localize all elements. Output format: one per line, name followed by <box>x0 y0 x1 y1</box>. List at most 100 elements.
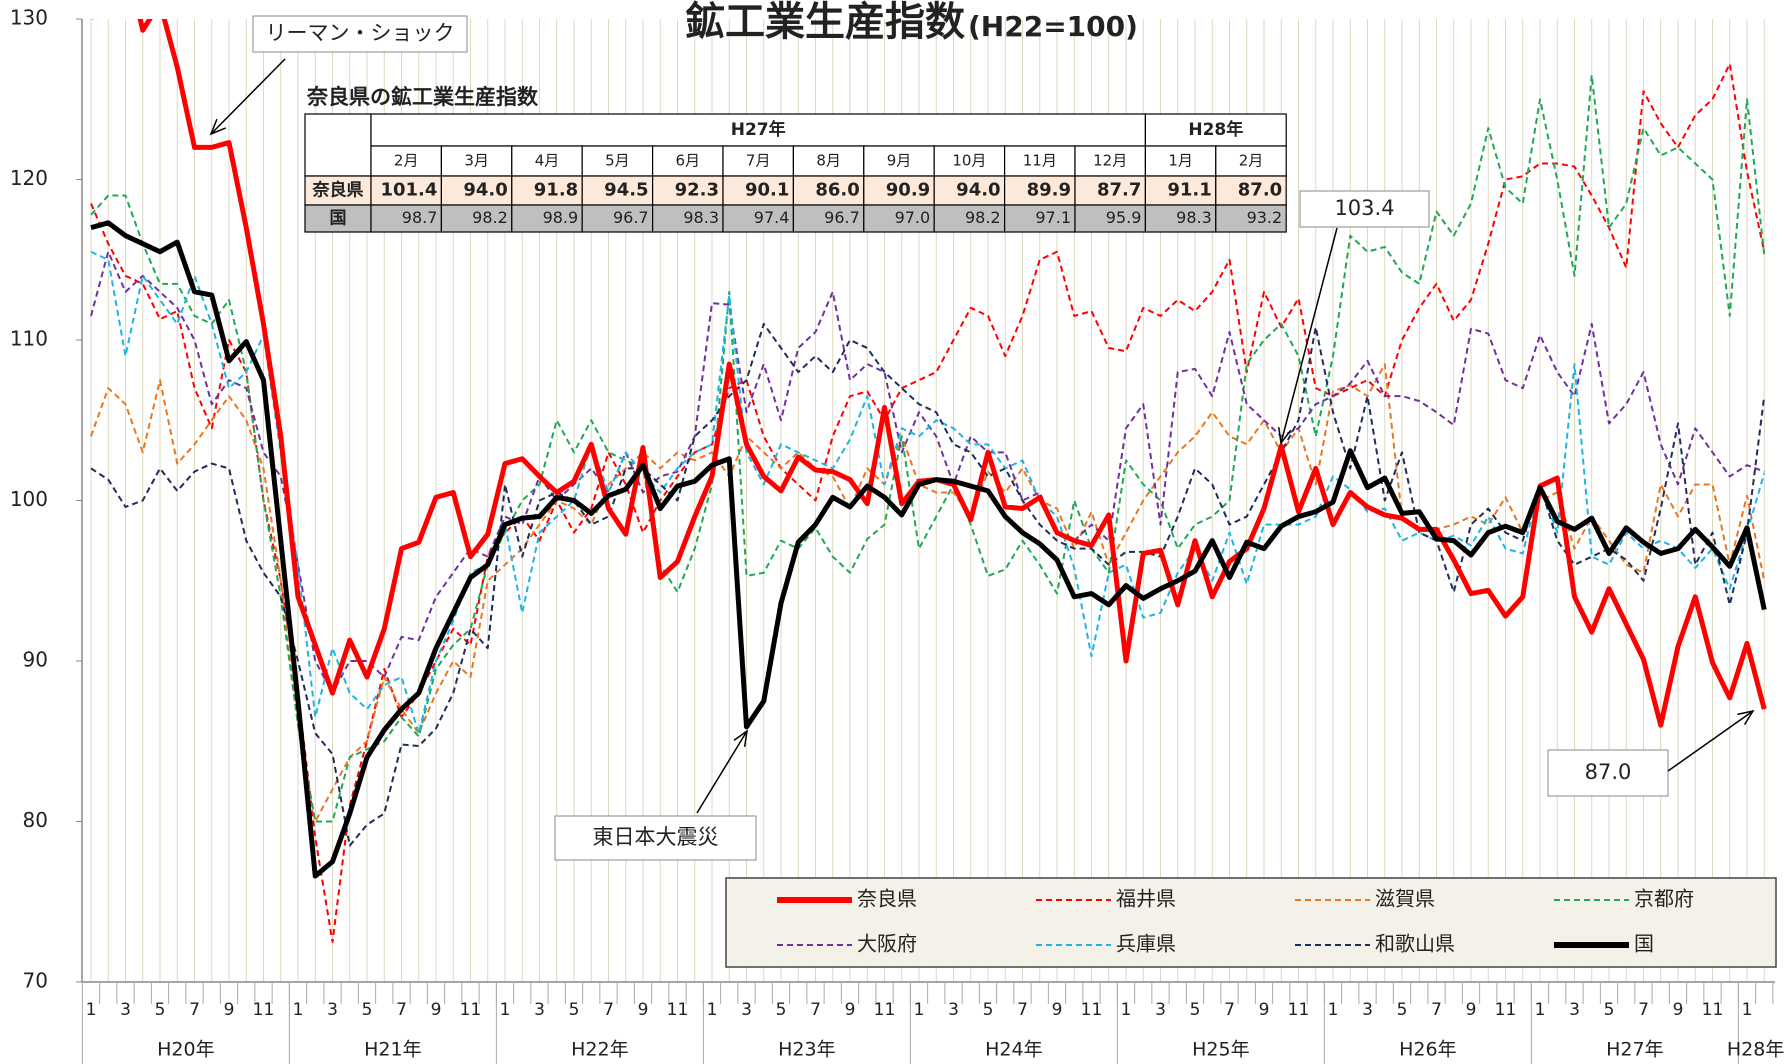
legend-label: 兵庫県 <box>1116 932 1176 956</box>
table-cell <box>1003 175 1076 206</box>
table-value: 91.8 <box>534 180 578 201</box>
x-tick-label: 11 <box>1495 1000 1517 1020</box>
annotation-arrow <box>1280 227 1338 444</box>
x-tick-label: 11 <box>874 1000 896 1020</box>
x-tick-label: 9 <box>1052 1000 1063 1020</box>
table-value: 94.0 <box>956 180 1000 201</box>
table-cell <box>511 145 583 177</box>
x-tick-label: 5 <box>983 1000 994 1020</box>
table-cell <box>651 145 724 177</box>
table-month: 8月 <box>816 152 841 170</box>
y-tick-label: 70 <box>23 969 48 993</box>
annotation: 87.0 <box>1585 760 1632 784</box>
table-value: 87.7 <box>1097 180 1141 201</box>
x-tick-label: 1 <box>1742 1000 1753 1020</box>
x-tick-label: 5 <box>1397 1000 1408 1020</box>
x-tick-label: 7 <box>1431 1000 1442 1020</box>
table-row-name: 奈良県 <box>312 180 364 201</box>
table-value: 94.0 <box>463 180 507 201</box>
table-month: 12月 <box>1093 152 1127 170</box>
y-tick-label: 130 <box>10 6 48 30</box>
table-value: 94.5 <box>604 180 648 201</box>
x-tick-label: 7 <box>810 1000 821 1020</box>
annotation: 東日本大震災 <box>593 825 719 849</box>
x-group-label: H26年 <box>1399 1039 1456 1061</box>
table-cell <box>511 175 583 206</box>
x-tick-label: 9 <box>1466 1000 1477 1020</box>
table-month: 11月 <box>1023 152 1057 170</box>
x-tick-label: 9 <box>1259 1000 1270 1020</box>
table-value: 96.7 <box>824 208 860 227</box>
table-month: 2月 <box>394 152 419 170</box>
table-month: 6月 <box>676 152 701 170</box>
table-title: 奈良県の鉱工業生産指数 <box>306 85 539 109</box>
table-month: 1月 <box>1168 152 1193 170</box>
table-cell <box>1215 204 1287 233</box>
annotation-arrow <box>1667 710 1754 772</box>
x-tick-label: 1 <box>293 1000 304 1020</box>
table-value: 90.9 <box>886 180 930 201</box>
table-cell <box>440 204 513 233</box>
x-tick-label: 1 <box>500 1000 511 1020</box>
table-value: 98.3 <box>683 208 719 227</box>
table-value: 96.7 <box>613 208 649 227</box>
y-tick-label: 100 <box>10 487 48 511</box>
x-tick-label: 3 <box>1362 1000 1373 1020</box>
table-value: 86.0 <box>815 180 859 201</box>
x-tick-label: 9 <box>431 1000 442 1020</box>
x-tick-label: 7 <box>603 1000 614 1020</box>
x-tick-label: 7 <box>1017 1000 1028 1020</box>
annotation-box <box>1547 749 1669 797</box>
table-value: 98.2 <box>472 208 508 227</box>
legend-label: 大阪府 <box>857 932 917 956</box>
x-tick-label: 1 <box>914 1000 925 1020</box>
x-group-label: H22年 <box>571 1039 628 1061</box>
table-cell <box>440 175 513 206</box>
x-group-label: H24年 <box>985 1039 1042 1061</box>
x-tick-label: 7 <box>1224 1000 1235 1020</box>
legend-label: 和歌山県 <box>1375 932 1455 956</box>
table-value: 98.9 <box>543 208 579 227</box>
table-value: 93.2 <box>1247 208 1283 227</box>
table-value: 92.3 <box>675 180 719 201</box>
x-tick-label: 5 <box>1604 1000 1615 1020</box>
table-value: 90.1 <box>745 180 789 201</box>
series-line <box>90 62 1766 943</box>
x-tick-label: 1 <box>707 1000 718 1020</box>
annotation-box <box>1299 190 1430 228</box>
arrow-head <box>209 118 227 136</box>
y-tick-label: 110 <box>10 327 48 351</box>
x-tick-label: 7 <box>189 1000 200 1020</box>
table-cell <box>651 204 724 233</box>
annotation-box <box>252 15 468 53</box>
table-cell <box>1074 204 1147 233</box>
table-cell <box>933 204 1006 233</box>
table-cell <box>863 145 935 177</box>
x-tick-label: 11 <box>460 1000 482 1020</box>
y-tick-label: 90 <box>23 648 48 672</box>
table-cell <box>933 145 1006 177</box>
table-cell <box>863 204 935 233</box>
series-line <box>90 74 1766 823</box>
x-tick-label: 1 <box>1121 1000 1132 1020</box>
legend-label: 国 <box>1634 932 1654 956</box>
table-cell <box>651 175 724 206</box>
plot <box>90 19 1767 943</box>
table-year: H28年 <box>1188 119 1243 140</box>
x-tick-label: 3 <box>534 1000 545 1020</box>
x-tick-label: 9 <box>1673 1000 1684 1020</box>
table-value: 89.9 <box>1027 180 1071 201</box>
x-tick-label: 5 <box>155 1000 166 1020</box>
series-line <box>90 250 1766 735</box>
y-tick-label: 80 <box>23 808 48 832</box>
table-cell <box>1144 204 1217 233</box>
table-value: 97.4 <box>754 208 790 227</box>
x-tick-label: 5 <box>569 1000 580 1020</box>
table-cell <box>1144 113 1287 147</box>
table-month: 9月 <box>887 152 912 170</box>
chart-subtitle: (H22=100) <box>968 10 1138 43</box>
table-cell <box>1215 145 1287 177</box>
table-row-name: 国 <box>330 209 347 229</box>
x-tick-label: 5 <box>362 1000 373 1020</box>
